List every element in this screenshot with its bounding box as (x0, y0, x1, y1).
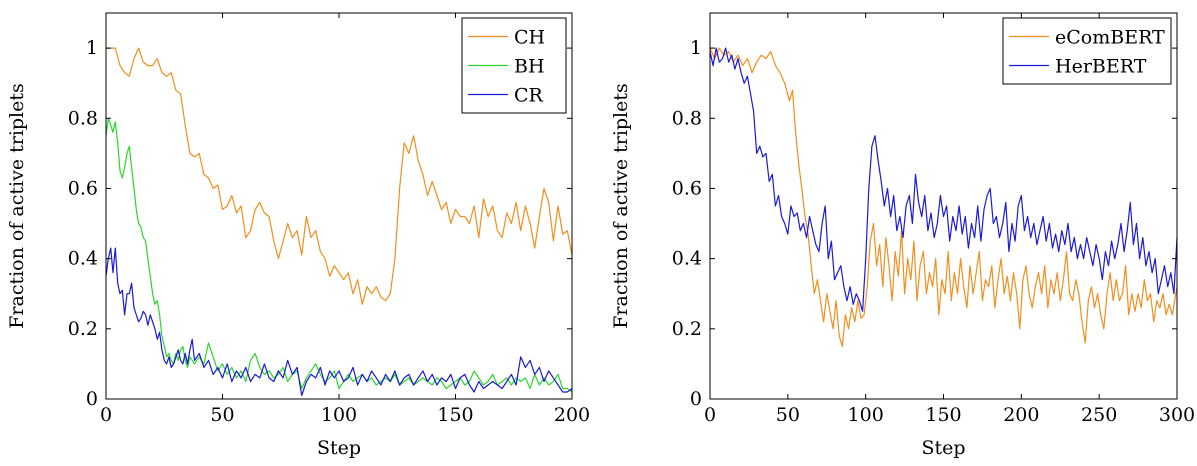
x-axis-title: Step (921, 437, 965, 459)
y-tick-label: 0.6 (68, 177, 98, 199)
y-axis-title: Fraction of active triplets (6, 83, 28, 329)
x-tick-label: 50 (776, 404, 800, 426)
x-tick-label: 300 (1159, 404, 1195, 426)
y-tick-label: 0.6 (672, 177, 702, 199)
x-tick-label: 200 (554, 404, 590, 426)
x-tick-label: 0 (704, 404, 716, 426)
x-tick-label: 200 (1003, 404, 1039, 426)
x-tick-label: 150 (437, 404, 473, 426)
series-line-bh (105, 117, 573, 393)
series-line-ch (106, 47, 573, 305)
x-axis-title: Step (317, 437, 361, 459)
y-tick-label: 0.2 (68, 318, 98, 340)
chart-right: 0 50 100 150 200 250 300 0 0.2 0.4 0.6 0.8 1 Step Frac… (610, 12, 1195, 459)
y-tick-label: 0 (690, 388, 702, 410)
y-axis-title: Fraction of active triplets (610, 83, 632, 329)
legend-box (1002, 17, 1172, 85)
legend-label-bh: BH (514, 56, 545, 78)
series-line-herbert (709, 47, 1178, 312)
y-tick-label: 0.8 (68, 107, 98, 129)
series-line-cr (105, 247, 573, 397)
series-line-ecombert (709, 47, 1178, 347)
legend-label-cr: CR (514, 85, 544, 107)
chart-left: 0 50 100 150 200 0 0.2 0.4 0.6 0.8 1 Step Fraction o… (6, 12, 590, 459)
y-tick-label: 0 (86, 388, 98, 410)
y-tick-label: 1 (690, 37, 702, 59)
x-tick-label: 0 (100, 404, 112, 426)
x-tick-label: 250 (1081, 404, 1117, 426)
y-tick-label: 0.2 (672, 318, 702, 340)
x-tick-label: 100 (321, 404, 357, 426)
x-tick-label: 150 (925, 404, 961, 426)
x-tick-label: 50 (210, 404, 234, 426)
y-tick-label: 0.8 (672, 107, 702, 129)
x-tick-label: 100 (848, 404, 884, 426)
legend-label-ch: CH (514, 27, 545, 49)
legend-label-herbert: HerBERT (1055, 56, 1147, 78)
y-tick-label: 0.4 (672, 248, 702, 270)
legend-label-ecombert: eComBERT (1055, 27, 1165, 49)
y-tick-label: 0.4 (68, 248, 98, 270)
y-tick-label: 1 (86, 37, 98, 59)
